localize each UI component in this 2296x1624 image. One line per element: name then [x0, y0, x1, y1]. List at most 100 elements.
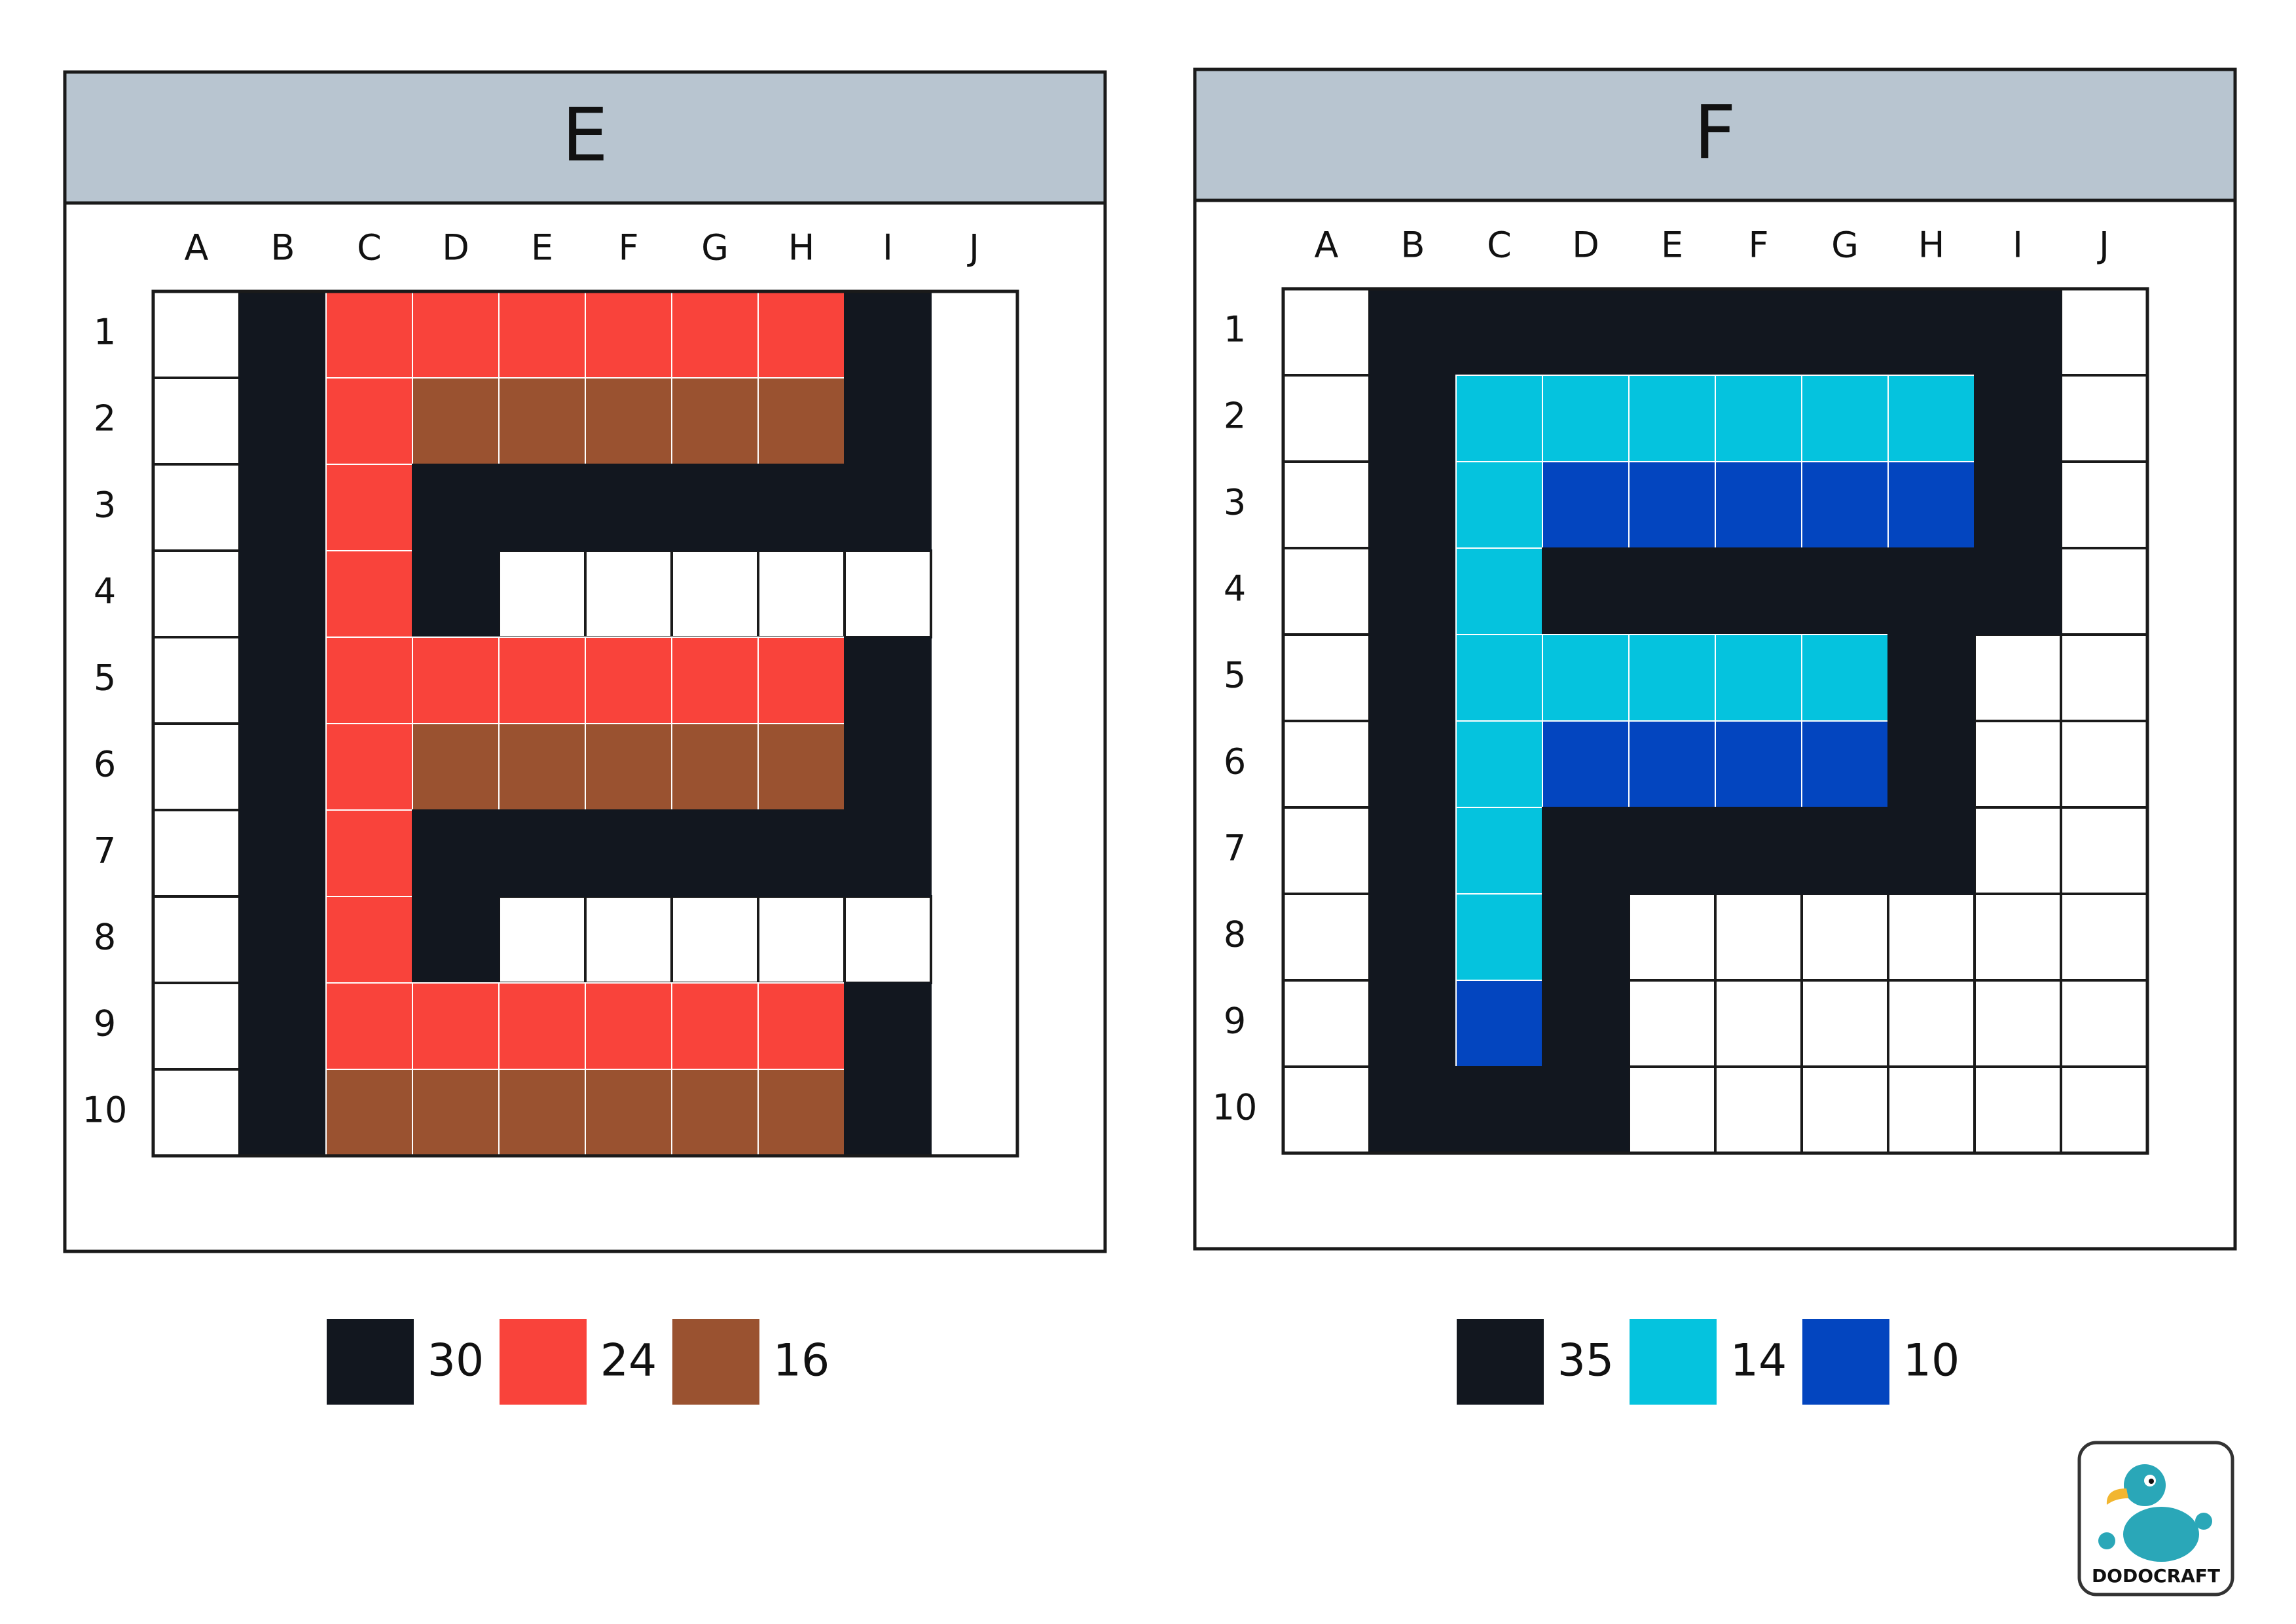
panel: F A B C D E F G H I J 1 2 3 4 5 6 7 8 9 10 — [1193, 67, 2237, 1251]
grid-cell — [152, 895, 241, 984]
grid-cell — [1369, 375, 1457, 462]
grid-cell — [671, 464, 759, 551]
column-label: C — [357, 227, 382, 268]
grid-cell — [1542, 634, 1630, 722]
grid-cell — [1542, 893, 1630, 981]
grid-cell — [1282, 287, 1371, 377]
grid-cell — [1369, 288, 1457, 376]
grid-cell — [1974, 288, 2062, 376]
grid-cell — [757, 809, 845, 897]
legend-swatch — [672, 1319, 759, 1405]
grid-cell — [2060, 806, 2149, 895]
grid-cell — [2060, 287, 2149, 377]
grid-cell — [585, 809, 672, 897]
column-label: I — [2013, 225, 2023, 266]
grid-cell — [757, 464, 845, 551]
column-label: E — [531, 227, 553, 268]
grid-cell — [1887, 375, 1975, 462]
grid-cell — [239, 637, 327, 724]
grid-cell — [1282, 547, 1371, 636]
grid-cell — [152, 377, 241, 466]
grid-cell — [1628, 375, 1716, 462]
grid-cell — [1887, 547, 1975, 635]
column-label: B — [1400, 225, 1425, 266]
grid-cell — [1369, 980, 1457, 1067]
grid-cell — [498, 377, 586, 465]
grid-cell — [2060, 460, 2149, 549]
grid-cell — [671, 377, 759, 465]
grid-cell — [1973, 806, 2062, 895]
grid-cell — [325, 637, 413, 724]
row-label: 2 — [94, 398, 116, 439]
grid-cell — [1455, 980, 1543, 1067]
grid-cell — [1887, 807, 1975, 895]
grid-cell — [1715, 720, 1802, 808]
row-label: 4 — [94, 571, 116, 612]
grid-cell — [1714, 1065, 1803, 1154]
grid-cell — [412, 723, 500, 811]
grid-cell — [844, 377, 932, 465]
logo-hand — [2098, 1532, 2115, 1549]
grid-cell — [498, 637, 586, 724]
grid-cell — [1542, 288, 1630, 376]
grid-cell — [152, 290, 241, 379]
grid-cell — [844, 723, 932, 811]
grid-cell — [757, 637, 845, 724]
grid-cell — [1282, 720, 1371, 809]
grid-cell — [1974, 461, 2062, 549]
grid-cell — [585, 637, 672, 724]
grid-cell — [1282, 460, 1371, 549]
grid-cell — [1801, 634, 1889, 722]
grid-cell — [412, 464, 500, 551]
legend-swatch — [1457, 1319, 1544, 1405]
row-label: 7 — [94, 830, 116, 872]
row-label: 9 — [1224, 1001, 1246, 1042]
grid-cell — [1542, 461, 1630, 549]
grid-cell — [412, 1069, 500, 1156]
column-label: A — [1315, 225, 1339, 266]
column-label: G — [701, 227, 729, 268]
grid-cell — [585, 1069, 672, 1156]
grid-cell — [1887, 634, 1975, 722]
row-label: 6 — [94, 744, 116, 785]
panel-title: F — [1694, 90, 1736, 175]
column-label: D — [1572, 225, 1599, 266]
grid-cell — [1887, 461, 1975, 549]
grid-cell — [1369, 461, 1457, 549]
grid-cell — [1542, 720, 1630, 808]
grid-cell — [1973, 979, 2062, 1068]
row-label: 1 — [1224, 309, 1246, 350]
column-label: B — [270, 227, 295, 268]
panel: E A B C D E F G H I J 1 2 3 4 5 6 7 8 9 10 — [63, 70, 1107, 1253]
grid-cell — [325, 464, 413, 551]
grid-cell — [2060, 374, 2149, 463]
row-label: 5 — [94, 657, 116, 699]
legend-count: 10 — [1903, 1335, 1960, 1387]
row-label: 2 — [1224, 396, 1246, 437]
grid-cell — [412, 550, 500, 638]
grid-cell — [1282, 1065, 1371, 1154]
grid-cell — [412, 809, 500, 897]
grid-cell — [239, 723, 327, 811]
grid-cell — [1455, 1066, 1543, 1154]
grid-cell — [671, 637, 759, 724]
grid-cell — [1801, 461, 1889, 549]
grid-cell — [1542, 807, 1630, 895]
grid-outline — [1281, 287, 2149, 1155]
grid-cell — [1369, 547, 1457, 635]
column-label: F — [618, 227, 638, 268]
grid-cell — [757, 982, 845, 1070]
grid-cell — [1455, 807, 1543, 895]
column-label: J — [967, 227, 979, 268]
grid-cell — [152, 1068, 241, 1157]
grid-cell — [1715, 375, 1802, 462]
column-label: H — [1918, 225, 1945, 266]
grid-cell — [498, 895, 587, 984]
grid-cell — [2060, 979, 2149, 1068]
grid-cell — [1973, 633, 2062, 722]
row-label: 8 — [1224, 914, 1246, 955]
grid-cell — [1887, 979, 1976, 1068]
grid-cell — [498, 982, 586, 1070]
grid-cell — [671, 291, 759, 378]
grid-cell — [1282, 374, 1371, 463]
